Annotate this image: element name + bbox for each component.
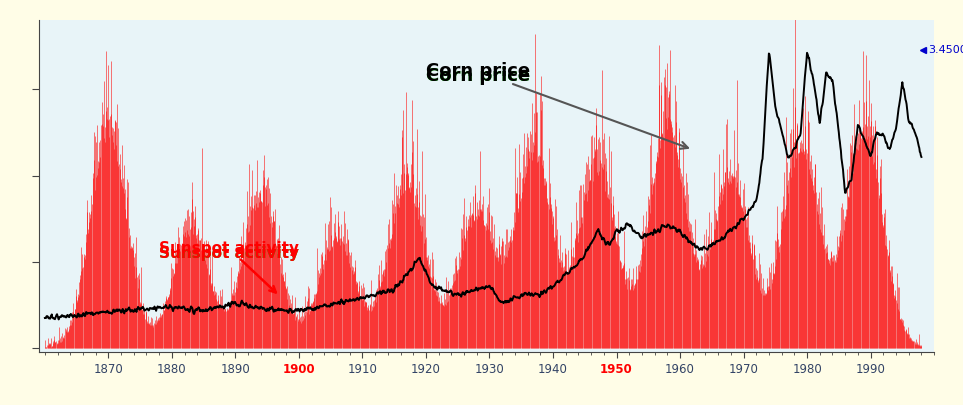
- Text: Corn price: Corn price: [426, 67, 530, 85]
- Text: Corn price: Corn price: [426, 62, 688, 149]
- Text: Sunspot activity: Sunspot activity: [159, 246, 299, 261]
- Text: Corn price: Corn price: [426, 67, 530, 85]
- Text: Sunspot activity: Sunspot activity: [159, 241, 299, 292]
- Text: Sunspot activity: Sunspot activity: [159, 246, 299, 261]
- Text: 3.4500: 3.4500: [927, 45, 963, 55]
